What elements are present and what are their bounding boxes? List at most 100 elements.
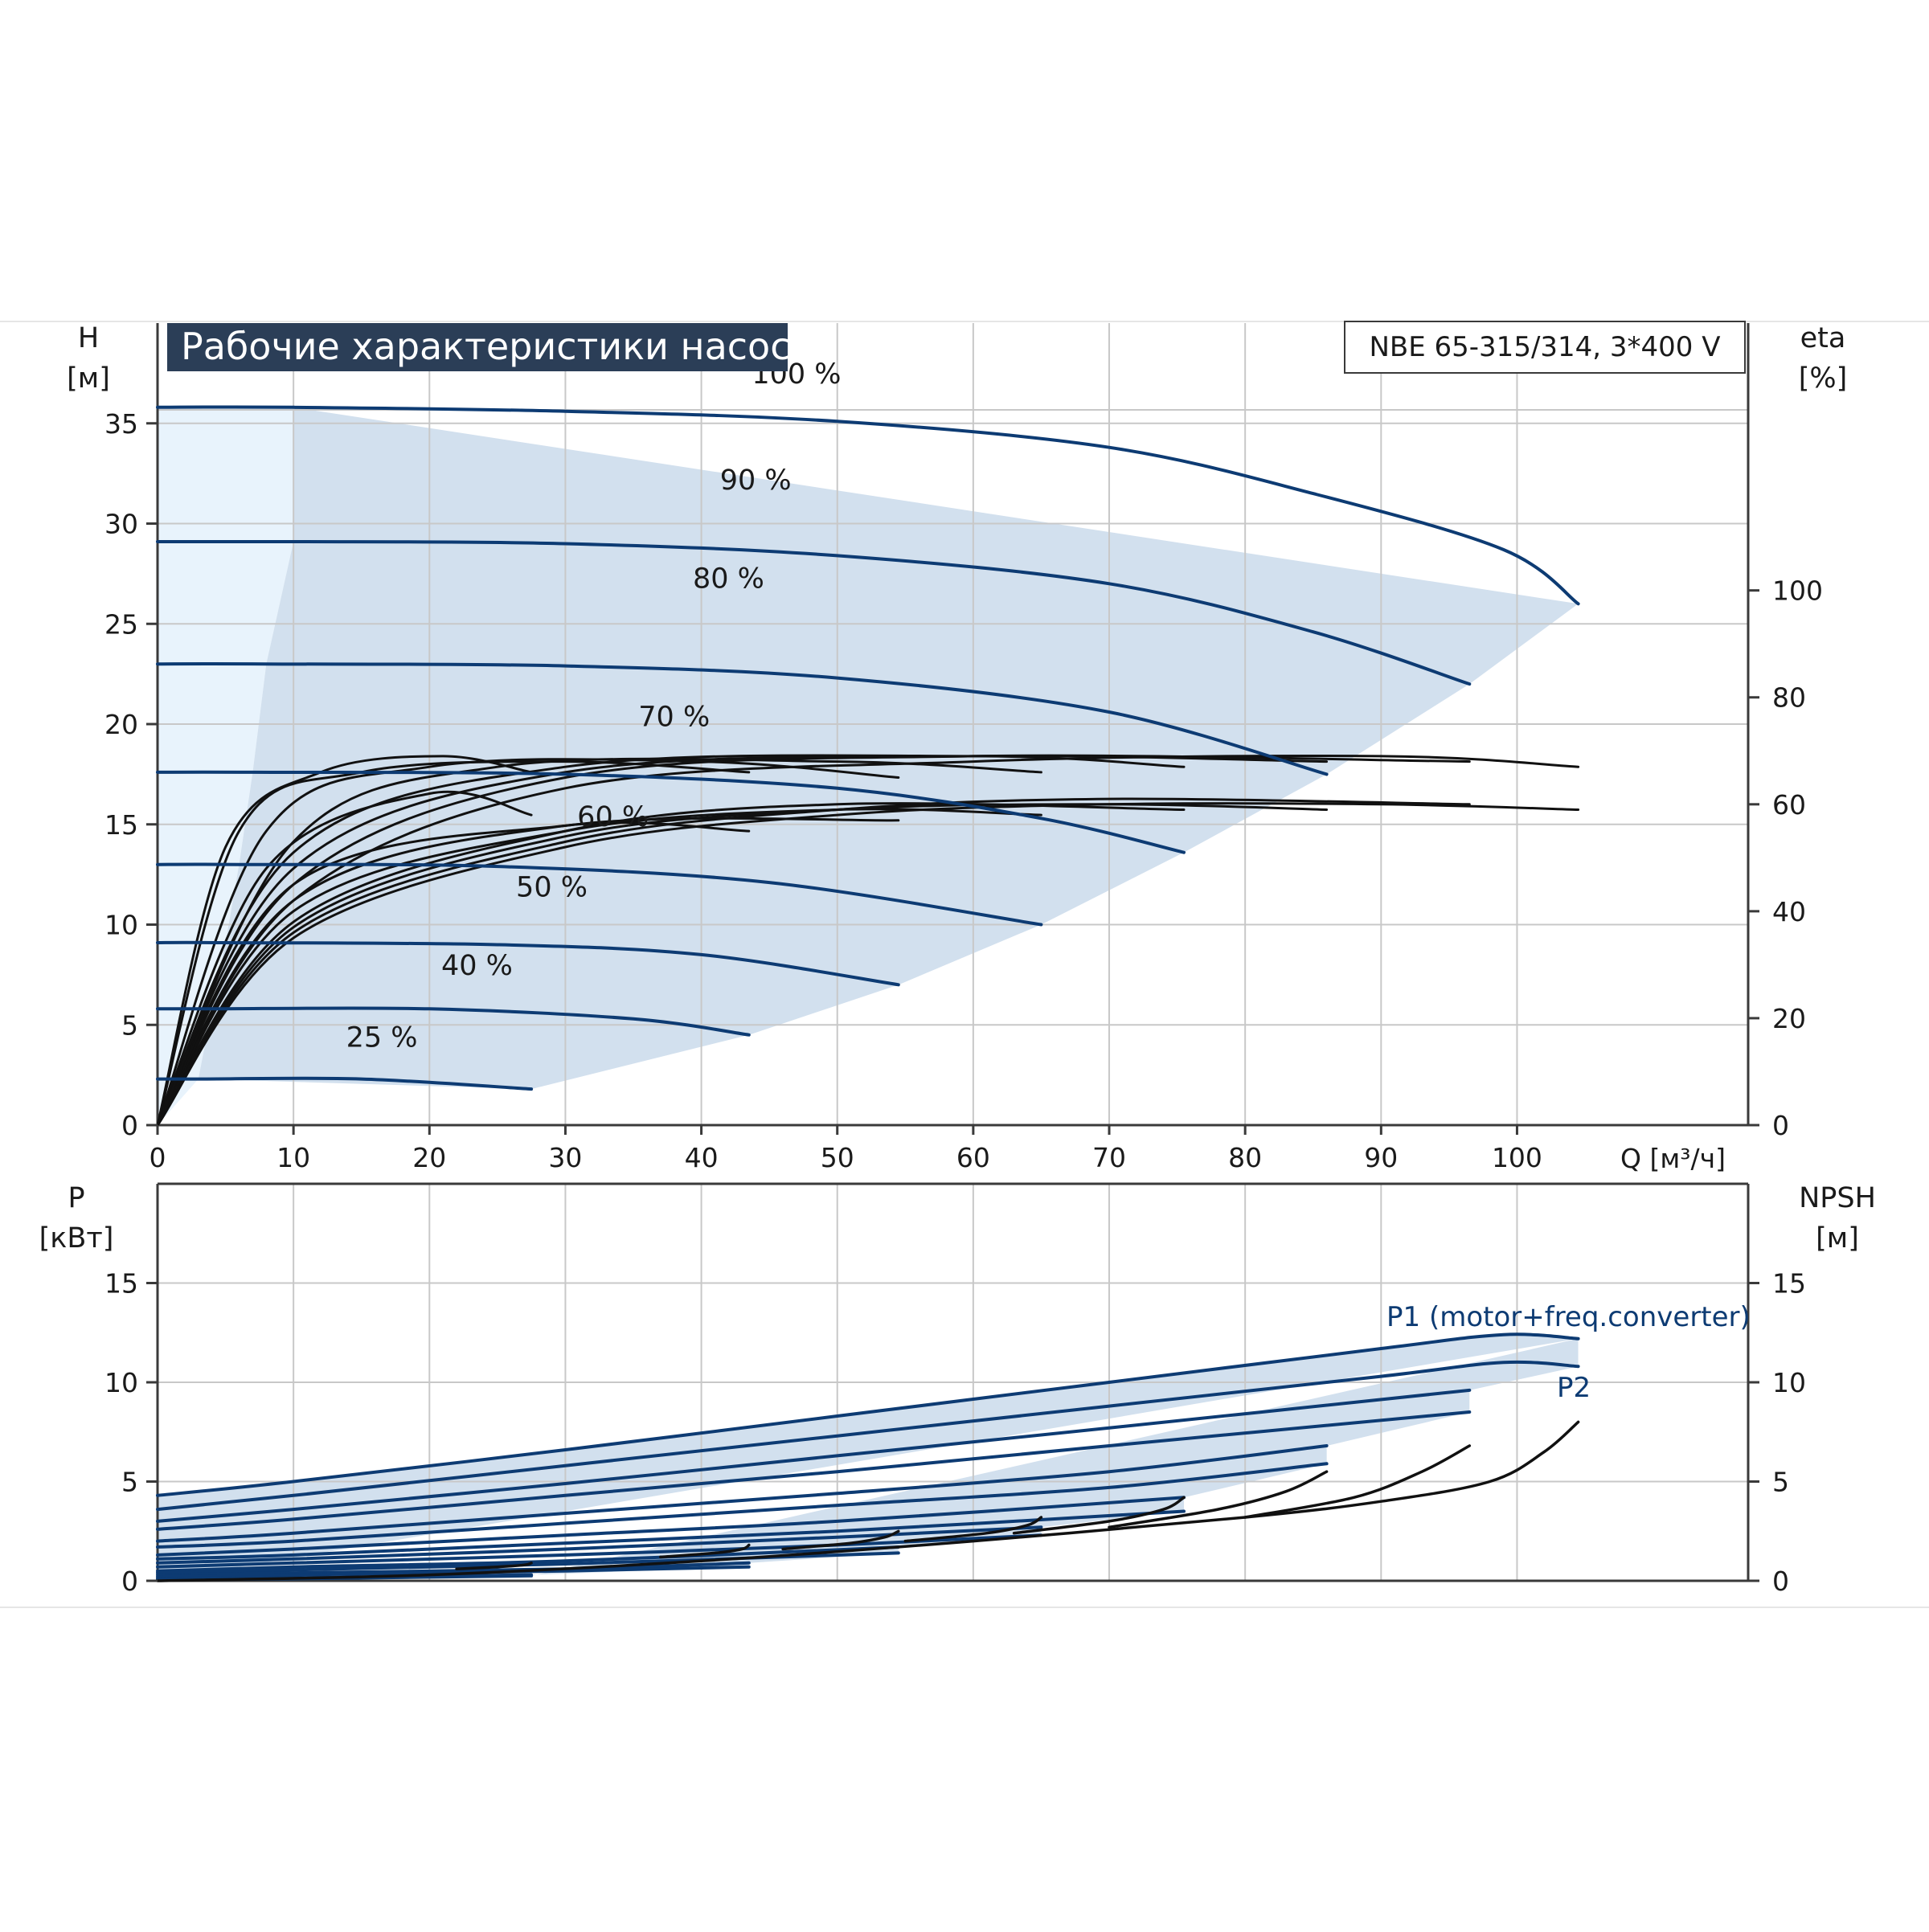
npsh-curve	[659, 1543, 751, 1559]
head-curve-label: 25 %	[346, 1022, 418, 1054]
eta-y-tick-label: 100	[1772, 575, 1823, 607]
p-y-tick-label: 10	[104, 1367, 138, 1398]
eta-curve	[156, 755, 1329, 1127]
chart-title: Рабочие характеристики насоса	[181, 325, 813, 368]
eta-curve	[156, 755, 1580, 1127]
p-y-tick-label: 0	[121, 1566, 138, 1597]
head-axis-ticks: 0 5 10 15 20 25 30 35 0 20 40 60 80 100 0 10 20 30 40 50 60 7…	[104, 408, 1823, 1173]
head-y-tick-label: 15	[104, 809, 138, 841]
head-curve	[156, 661, 1329, 776]
npsh-axis-unit: [м]	[1816, 1222, 1859, 1255]
q-x-tick-label: 90	[1364, 1142, 1398, 1173]
p2-label: P2	[1557, 1372, 1591, 1404]
head-curve	[156, 770, 1186, 854]
q-x-tick-label: 60	[956, 1142, 990, 1173]
p-y-tick-label: 5	[121, 1467, 138, 1498]
npsh-curve	[1243, 1444, 1472, 1519]
npsh-curve	[1108, 1470, 1329, 1529]
q-x-tick-label: 80	[1228, 1142, 1262, 1173]
power-curve	[156, 1388, 1472, 1523]
eta-y-tick-label: 60	[1772, 789, 1806, 821]
head-range-fill	[198, 407, 1579, 1090]
npsh-curve	[781, 1529, 900, 1551]
head-y-tick-label: 20	[104, 709, 138, 740]
p1-label: P1 (motor+freq.converter)	[1386, 1301, 1751, 1333]
head-curves: 100 %90 %80 %70 %60 %50 %40 %25 %	[156, 358, 1580, 1091]
title-box	[167, 323, 788, 371]
power-axis-ticks: 0 5 10 15 0 5 10 15	[104, 1268, 1806, 1598]
head-curve	[156, 1006, 751, 1037]
eta-curve	[156, 790, 533, 1127]
power-curve	[156, 1545, 900, 1573]
power-curve	[156, 1509, 1186, 1561]
head-y-tick-label: 30	[104, 509, 138, 540]
eta-y-tick-label: 40	[1772, 896, 1806, 927]
power-curve	[156, 1496, 1186, 1557]
x-axis-label: Q [м³/ч]	[1620, 1143, 1726, 1174]
head-y-tick-label: 25	[104, 608, 138, 640]
q-x-tick-label: 0	[149, 1142, 166, 1173]
head-curve-label: 70 %	[638, 701, 710, 733]
head-curve	[156, 1076, 534, 1091]
head-curve	[156, 539, 1472, 686]
eta-y-tick-label: 0	[1772, 1110, 1789, 1141]
eta-curve	[156, 821, 751, 1127]
eta-curve	[156, 802, 1580, 1127]
q-x-tick-label: 20	[412, 1142, 446, 1173]
power-curve	[156, 1360, 1580, 1512]
q-x-tick-label: 70	[1092, 1142, 1126, 1173]
q-x-tick-label: 40	[685, 1142, 719, 1173]
head-curve	[156, 940, 900, 987]
q-x-tick-label: 10	[276, 1142, 310, 1173]
npsh-curve	[1012, 1496, 1186, 1535]
npsh-curve	[455, 1562, 533, 1570]
power-grid	[156, 1182, 1750, 1582]
head-curve-label: 90 %	[720, 465, 792, 497]
head-curve	[156, 405, 1580, 606]
npsh-y-tick-label: 0	[1772, 1566, 1789, 1597]
power-curve	[156, 1561, 751, 1577]
head-plot: 100 %90 %80 %70 %60 %50 %40 %25 % 051015…	[67, 321, 1847, 1174]
power-curve	[156, 1533, 1043, 1569]
model-box	[1344, 321, 1746, 374]
head-y-tick-label: 10	[104, 910, 138, 941]
power-curve	[156, 1565, 751, 1579]
npsh-curves	[156, 1420, 1580, 1582]
npsh-curve	[156, 1420, 1580, 1582]
head-y-tick-label: 5	[121, 1009, 138, 1041]
head-y-tick-label: 35	[104, 408, 138, 440]
p-axis-unit: [кВт]	[39, 1222, 114, 1255]
q-x-tick-label: 30	[548, 1142, 582, 1173]
head-curve-label: 50 %	[516, 872, 588, 904]
head-grid	[156, 323, 1750, 1127]
head-curve-label: 60 %	[577, 801, 649, 833]
power-npsh-plot: 0 5 10 15 0 5 10 15 P [кВт] NPSH [м] P1 (motor+…	[39, 1182, 1876, 1597]
y-left-label: H	[78, 322, 99, 354]
power-curve	[156, 1444, 1329, 1543]
y-right-label: eta	[1800, 322, 1846, 354]
power-curve	[156, 1332, 1580, 1497]
head-curve	[156, 862, 1043, 927]
p-y-tick-label: 15	[104, 1268, 138, 1300]
eta-y-tick-label: 80	[1772, 682, 1806, 714]
npsh-y-tick-label: 10	[1772, 1367, 1806, 1398]
npsh-axis-label: NPSH	[1799, 1182, 1876, 1214]
power-curve	[156, 1462, 1329, 1549]
head-range-light-fill	[158, 407, 294, 1125]
power-curve	[156, 1525, 1043, 1565]
model-label: NBE 65-315/314, 3*400 V	[1369, 331, 1720, 363]
eta-y-tick-label: 20	[1772, 1003, 1806, 1034]
power-curve	[156, 1410, 1472, 1531]
npsh-y-tick-label: 15	[1772, 1268, 1806, 1300]
npsh-y-tick-label: 5	[1772, 1467, 1789, 1498]
q-x-tick-label: 50	[821, 1142, 854, 1173]
head-curve-label: 40 %	[441, 950, 513, 982]
power-range-fill	[158, 1334, 1579, 1581]
power-curves	[156, 1332, 1580, 1582]
q-x-tick-label: 100	[1492, 1142, 1542, 1173]
eta-curve	[156, 754, 1471, 1127]
eta-curve	[156, 755, 533, 1127]
npsh-curve	[903, 1516, 1043, 1543]
